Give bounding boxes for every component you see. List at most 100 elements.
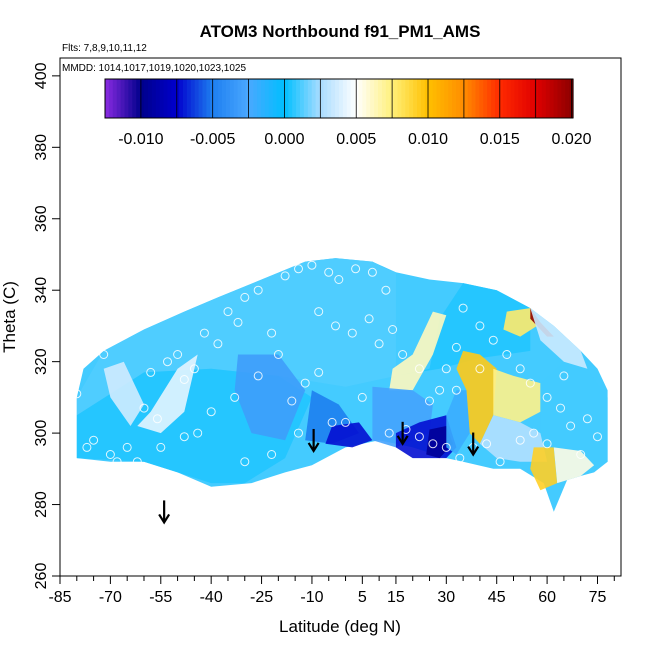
colorbar-segment bbox=[112, 79, 118, 118]
colorbar-segment bbox=[346, 79, 352, 118]
colorbar-tick-label: 0.005 bbox=[336, 131, 376, 148]
colorbar-segment bbox=[151, 79, 157, 118]
colorbar-segment bbox=[194, 79, 200, 118]
colorbar-segment bbox=[179, 79, 184, 118]
sample-point bbox=[314, 367, 324, 377]
sample-point bbox=[287, 396, 297, 406]
sample-point bbox=[482, 439, 492, 449]
sample-point bbox=[398, 350, 408, 359]
sample-point bbox=[334, 275, 344, 284]
colorbar-frame bbox=[104, 78, 574, 119]
colorbar-segment bbox=[370, 79, 375, 118]
sample-point bbox=[525, 378, 535, 388]
colorbar-segment bbox=[105, 79, 110, 118]
sample-point bbox=[559, 371, 569, 381]
colorbar-segment bbox=[311, 79, 317, 118]
colorbar-segment bbox=[222, 79, 227, 118]
x-tick-label: -40 bbox=[200, 589, 223, 606]
sample-point bbox=[314, 307, 324, 317]
y-tick-label: 360 bbox=[33, 205, 50, 232]
arrow-marker bbox=[158, 500, 171, 525]
sample-point bbox=[179, 432, 189, 442]
colorbar-segment bbox=[116, 79, 122, 118]
colorbar-segment bbox=[319, 79, 324, 118]
plot-frame bbox=[59, 57, 622, 577]
x-tick-label: 60 bbox=[538, 589, 556, 606]
sample-point bbox=[475, 364, 485, 374]
colorbar-segment bbox=[518, 79, 523, 118]
colorbar-segment bbox=[245, 79, 250, 118]
colorbar-segment bbox=[272, 79, 278, 118]
colorbar-segment bbox=[335, 79, 340, 118]
sample-point bbox=[428, 439, 438, 449]
colorbar-segment bbox=[218, 79, 223, 118]
colorbar-segment bbox=[284, 79, 289, 118]
sample-point bbox=[152, 414, 162, 424]
y-tick-label: 260 bbox=[33, 563, 50, 590]
x-tick-label: -55 bbox=[149, 589, 172, 606]
colorbar-segment bbox=[167, 79, 172, 118]
heatmap-layer bbox=[76, 258, 608, 512]
colorbar-segment bbox=[362, 79, 367, 118]
colorbar-segment bbox=[545, 79, 551, 118]
y-tick-label: 400 bbox=[33, 62, 50, 89]
sample-point bbox=[495, 457, 505, 467]
sample-point bbox=[542, 439, 552, 449]
colorbar-segment bbox=[526, 79, 531, 118]
colorbar-segment bbox=[440, 79, 445, 118]
x-tick-label: -10 bbox=[300, 589, 323, 606]
colorbar-segment bbox=[339, 79, 344, 118]
sample-point bbox=[122, 442, 132, 452]
sample-point bbox=[267, 450, 277, 459]
heatmap-region-12 bbox=[446, 390, 470, 455]
colorbar-segment bbox=[229, 79, 235, 118]
flights-note: Flts: 7,8,9,10,11,12 bbox=[62, 43, 147, 54]
colorbar-segment bbox=[463, 79, 469, 118]
colorbar-segment bbox=[549, 79, 555, 118]
heatmap-region-21 bbox=[530, 308, 588, 369]
colorbar-segment bbox=[186, 79, 192, 118]
arrow-marker bbox=[467, 432, 480, 457]
sample-point bbox=[542, 392, 552, 402]
sample-point bbox=[179, 375, 189, 384]
sample-point bbox=[307, 260, 317, 270]
sample-point bbox=[414, 364, 424, 374]
sample-point bbox=[240, 457, 250, 467]
sample-point bbox=[566, 421, 576, 431]
colorbar-tick-label: 0.015 bbox=[480, 131, 520, 148]
x-axis: -85 -70 -55 -40 -25 -10 5 15 30 45 60 75 bbox=[48, 576, 615, 606]
sample-point bbox=[327, 417, 337, 427]
sample-point bbox=[112, 457, 122, 467]
colorbar-segment bbox=[491, 79, 496, 118]
x-tick-label: 5 bbox=[358, 589, 367, 606]
sample-point bbox=[458, 303, 468, 313]
sample-point bbox=[576, 450, 586, 459]
colorbar-segment bbox=[374, 79, 379, 118]
colorbar-segment bbox=[413, 79, 418, 118]
sample-point bbox=[388, 325, 398, 334]
sample-point bbox=[253, 371, 263, 381]
colorbar-segment bbox=[495, 79, 500, 118]
colorbar-segment bbox=[530, 79, 535, 118]
colorbar-segment bbox=[510, 79, 516, 118]
y-tick-label: 340 bbox=[33, 277, 50, 304]
heatmap-region-19 bbox=[503, 308, 537, 337]
sample-point bbox=[199, 328, 209, 338]
colorbar-segment bbox=[537, 79, 543, 118]
arrow-marker bbox=[396, 421, 409, 446]
x-axis-label: Latitude (deg N) bbox=[279, 617, 401, 636]
colorbar-segment bbox=[120, 79, 126, 118]
colorbar-segment bbox=[132, 79, 137, 118]
y-axis-label: Theta (C) bbox=[0, 281, 19, 353]
colorbar-tick-label: -0.005 bbox=[190, 131, 235, 148]
colorbar-tick-label: 0.000 bbox=[264, 131, 304, 148]
colorbar-segment bbox=[163, 79, 168, 118]
sample-point bbox=[341, 417, 350, 427]
x-tick-label: -25 bbox=[250, 589, 273, 606]
colorbar-segment bbox=[128, 79, 133, 118]
colorbar-segment bbox=[534, 79, 539, 118]
colorbar-segment bbox=[401, 79, 406, 118]
colorbar-segment bbox=[206, 79, 211, 118]
colorbar-segment bbox=[432, 79, 438, 118]
sample-point bbox=[72, 389, 82, 399]
